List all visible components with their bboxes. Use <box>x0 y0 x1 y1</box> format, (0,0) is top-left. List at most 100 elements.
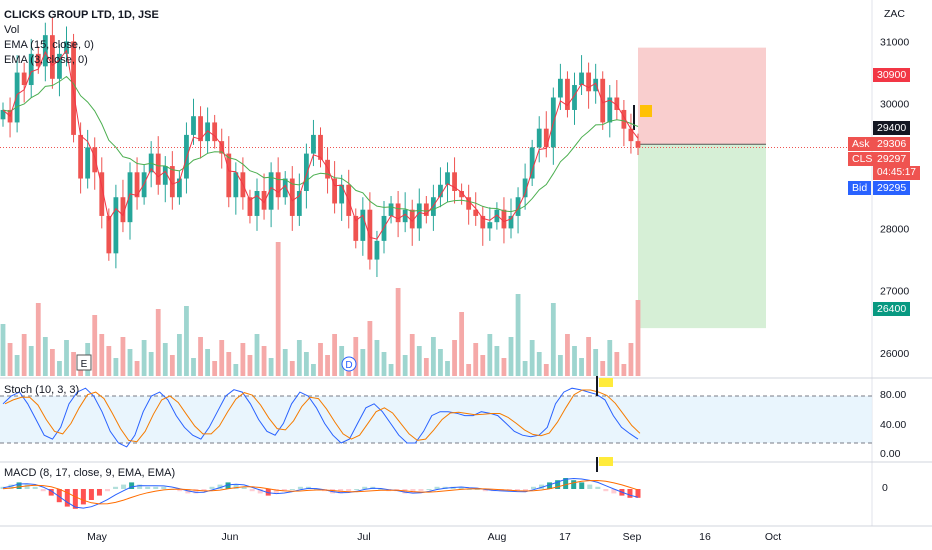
volume-bar <box>438 349 443 376</box>
volume-bar <box>325 355 330 376</box>
price-tick-label: 28000 <box>880 223 909 235</box>
macd-histogram-bar <box>137 484 143 489</box>
volume-bar <box>254 334 260 376</box>
volume-bar <box>268 358 274 376</box>
volume-bar <box>459 312 465 376</box>
bar-countdown: 04:45:17 <box>873 166 920 180</box>
stoch-band <box>0 396 872 443</box>
earnings-marker <box>76 354 92 371</box>
macd-histogram-bar <box>64 489 70 507</box>
volume-bar <box>473 343 479 376</box>
macd-histogram-bar <box>563 478 569 489</box>
volume-bar <box>402 355 408 376</box>
candle-body <box>268 172 274 210</box>
macd-histogram-bar <box>217 484 223 489</box>
candle-body <box>543 128 549 148</box>
bid-price-tag: 29295 <box>873 181 911 195</box>
candle-body <box>21 72 27 86</box>
volume-bar <box>501 358 507 376</box>
macd-histogram-bar <box>96 489 102 496</box>
macd-line <box>2 477 639 509</box>
entry-price-tag: 29400 <box>873 121 911 135</box>
candle-body <box>282 178 288 198</box>
macd-alert-flag <box>599 457 613 466</box>
volume-bar <box>614 352 620 376</box>
candle-body <box>92 147 98 173</box>
candle-body <box>113 197 119 254</box>
target-price-tag: 30900 <box>873 68 911 82</box>
macd-histogram-bar <box>458 486 464 489</box>
volume-bar <box>579 358 584 376</box>
candle-body <box>402 209 408 223</box>
candle-body <box>536 128 542 148</box>
macd-histogram-bar <box>595 486 601 489</box>
candle-body <box>586 72 592 92</box>
candle-body <box>57 53 62 79</box>
volume-bar <box>339 346 345 376</box>
macd-histogram-bar <box>88 489 94 500</box>
volume-bar <box>49 349 55 376</box>
macd-histogram-bar <box>153 486 159 489</box>
volume-bar <box>332 334 338 376</box>
macd-legend: MACD (8, 17, close, 9, EMA, EMA) <box>4 467 176 479</box>
macd-histogram-bar <box>257 489 263 494</box>
candle-body <box>205 122 211 142</box>
ask-price-tag: 29306 <box>873 137 911 151</box>
macd-histogram-bar <box>531 486 537 489</box>
price-tick-label: 30000 <box>880 99 909 111</box>
stop-price-tag: 26400 <box>873 302 911 316</box>
volume-bar <box>99 334 105 376</box>
macd-histogram-bar <box>434 486 440 489</box>
ema15-line <box>2 75 639 213</box>
macd-histogram-bar <box>603 489 609 492</box>
volume-bar <box>247 355 253 376</box>
candle-body <box>409 209 415 229</box>
volume-bar <box>353 337 359 376</box>
candle-body <box>99 172 105 216</box>
volume-bar <box>635 300 641 376</box>
candle-body <box>557 78 563 98</box>
macd-histogram-bar <box>547 482 553 489</box>
volume-bar <box>381 352 387 376</box>
volume-bar <box>275 242 281 376</box>
dividend-marker <box>341 356 357 372</box>
candle-body <box>254 191 260 216</box>
macd-histogram-bar <box>587 484 593 489</box>
volume-bar <box>311 364 316 376</box>
macd-histogram-bar <box>522 489 528 492</box>
volume-bar <box>42 337 48 376</box>
macd-histogram-bar <box>233 484 239 489</box>
macd-histogram-bar <box>555 480 561 489</box>
macd-tick-0: 0 <box>882 482 888 494</box>
candle-body <box>85 147 91 179</box>
candle-body <box>621 109 627 129</box>
volume-bar <box>176 334 182 376</box>
candle-body <box>445 172 450 185</box>
macd-histogram-bar <box>241 486 247 489</box>
volume-bar <box>543 364 549 376</box>
volume-bar <box>480 355 486 376</box>
candle-body <box>614 97 620 110</box>
time-label-sep: Sep <box>622 531 642 543</box>
candle-body <box>353 215 359 241</box>
macd-histogram-bar <box>193 489 199 494</box>
price-tick-label: 26000 <box>880 348 909 360</box>
candle-body <box>233 172 239 198</box>
candle-body <box>438 184 443 198</box>
candle-body <box>515 197 521 216</box>
candle-body <box>487 222 493 229</box>
candle-body <box>219 141 225 154</box>
volume-bar <box>621 364 627 376</box>
volume-bar <box>57 361 62 376</box>
candle-body <box>423 203 429 216</box>
volume-bar <box>127 349 133 376</box>
volume-bar <box>71 352 76 376</box>
macd-histogram-bar <box>129 482 135 489</box>
macd-histogram-bar <box>161 486 167 489</box>
macd-histogram-bar <box>514 489 520 492</box>
candle-body <box>212 122 218 142</box>
volume-bar <box>233 364 239 376</box>
candle-body <box>127 172 133 223</box>
